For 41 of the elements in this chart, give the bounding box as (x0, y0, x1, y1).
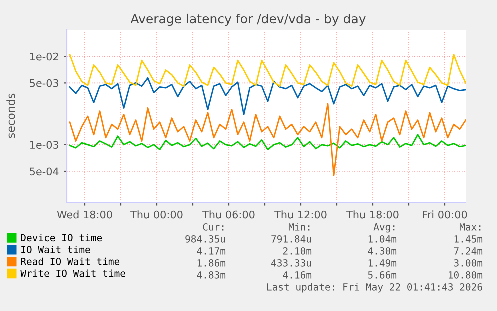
text: 5.66m (368, 271, 397, 279)
text: Cur: (203, 223, 224, 231)
text: 10.80m (449, 271, 483, 279)
legend-label: IO Wait time (22, 246, 90, 254)
text: 1.45m (454, 236, 483, 243)
text: Last update: Fri May 22 01:41:43 2026 (267, 283, 482, 293)
x-tick-label: Thu 00:00 (130, 210, 183, 219)
text: 3.00m (454, 259, 483, 267)
y-axis-title: seconds (6, 94, 16, 138)
legend-label: Device IO time (21, 234, 102, 242)
x-tick-label: Thu 12:00 (274, 210, 327, 219)
text: 791.84u (272, 235, 312, 243)
legend-label: Write IO Wait time (20, 270, 126, 278)
y-tick-label: 1e-03 (30, 141, 59, 150)
text: 7.24m (454, 247, 483, 255)
x-tick-label: Fri 00:00 (423, 210, 468, 219)
text: 984.35u (186, 235, 226, 243)
line-series (69, 134, 466, 151)
line-series (69, 77, 466, 116)
chart-title: Average latency for /dev/vda - by day (130, 14, 366, 26)
legend-label: Read IO Wait time (21, 258, 120, 266)
y-tick-label: 5e-04 (30, 168, 59, 176)
text: Min: (288, 223, 310, 231)
text: 4.30m (368, 247, 397, 255)
text: 1.49m (368, 259, 397, 267)
text: 4.17m (197, 248, 226, 255)
text: Avg: (374, 224, 395, 233)
text: 1.86m (198, 259, 226, 267)
text: 433.33u (272, 259, 312, 267)
text: 4.16m (283, 271, 312, 279)
x-tick-label: Thu 18:00 (346, 210, 399, 219)
y-tick-label: 1e-02 (30, 52, 58, 61)
text: 4.83m (197, 271, 226, 279)
y-tick-label: 5e-03 (30, 79, 59, 88)
text: 2.10m (283, 247, 312, 255)
line-series (69, 103, 466, 176)
line-series (69, 54, 466, 88)
x-tick-label: Wed 18:00 (57, 210, 112, 219)
text: Max: (460, 224, 481, 231)
x-tick-label: Thu 06:00 (202, 210, 255, 219)
text: 1.04m (368, 235, 397, 243)
